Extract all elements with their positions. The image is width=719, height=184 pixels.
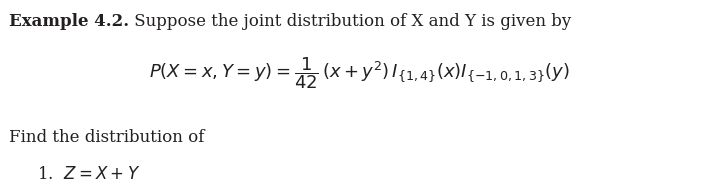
Text: Find the distribution of: Find the distribution of (9, 129, 205, 146)
Text: Example 4.2.: Example 4.2. (9, 13, 129, 30)
Text: 1.  $Z = X + Y$: 1. $Z = X + Y$ (37, 166, 141, 183)
Text: $P(X = x, Y = y) = \dfrac{1}{42}\,(x + y^2)\,I_{\{1,4\}}(x)I_{\{-1,0,1,3\}}(y)$: $P(X = x, Y = y) = \dfrac{1}{42}\,(x + y… (149, 56, 570, 91)
Text: Suppose the joint distribution of X and Y is given by: Suppose the joint distribution of X and … (129, 13, 572, 30)
